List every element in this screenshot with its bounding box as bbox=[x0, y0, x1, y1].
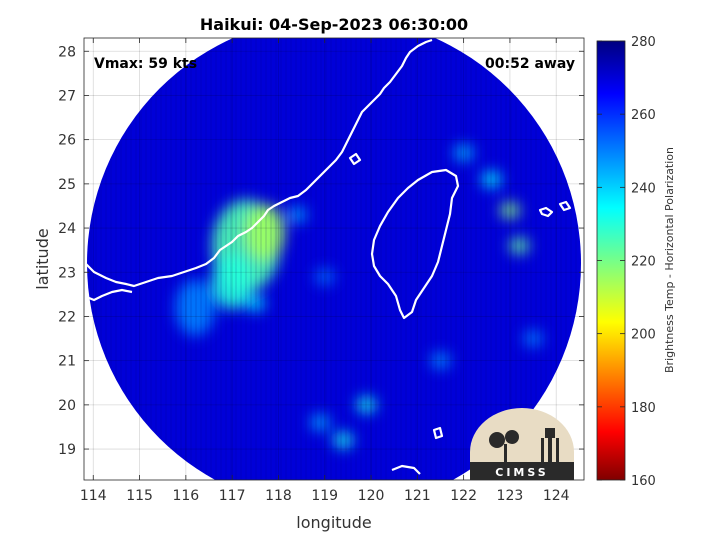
swath-texture bbox=[87, 38, 581, 480]
x-axis-ticks: 114 115 116 117 118 119 120 121 122 123 124 bbox=[80, 38, 570, 504]
y-tick-label: 28 bbox=[58, 44, 76, 60]
y-tick-label: 22 bbox=[58, 309, 76, 325]
colorbar-tick-label: 240 bbox=[631, 181, 656, 196]
y-tick-label: 25 bbox=[58, 177, 76, 193]
x-tick-label: 124 bbox=[543, 488, 570, 504]
islet-east bbox=[432, 426, 444, 440]
x-tick-label: 119 bbox=[311, 488, 338, 504]
y-tick-label: 23 bbox=[58, 265, 76, 281]
china-coastline bbox=[84, 38, 433, 288]
time-away-annotation: 00:52 away bbox=[485, 56, 575, 72]
ryukyu-islet-2 bbox=[558, 200, 572, 212]
coastlines bbox=[84, 38, 572, 475]
x-tick-label: 115 bbox=[126, 488, 153, 504]
colorbar-ticks: 160 180 200 220 240 260 280 bbox=[597, 35, 656, 489]
colorbar-tick-label: 260 bbox=[631, 108, 656, 123]
x-tick-label: 123 bbox=[497, 488, 524, 504]
colorbar-tick-label: 160 bbox=[631, 474, 656, 489]
y-tick-label: 27 bbox=[58, 88, 76, 104]
x-tick-label: 117 bbox=[219, 488, 246, 504]
china-coastline-sw bbox=[84, 288, 133, 302]
colorbar-tick-label: 180 bbox=[631, 401, 656, 416]
logo-text: CIMSS bbox=[495, 466, 548, 479]
colorbar-tick-label: 200 bbox=[631, 328, 656, 343]
luzon-coast bbox=[391, 464, 421, 475]
cimss-logo: CIMSS bbox=[470, 408, 574, 480]
vmax-annotation: Vmax: 59 kts bbox=[94, 56, 197, 72]
y-tick-label: 19 bbox=[58, 442, 76, 458]
data-layer bbox=[87, 38, 581, 480]
chart-title: Haikui: 04-Sep-2023 06:30:00 bbox=[200, 15, 468, 34]
taiwan-coastline bbox=[370, 168, 460, 320]
plot-frame bbox=[83, 37, 585, 481]
y-tick-label: 20 bbox=[58, 398, 76, 414]
ryukyu-islet bbox=[538, 206, 554, 218]
colorbar-tick-label: 220 bbox=[631, 255, 656, 270]
y-axis-label: latitude bbox=[33, 228, 52, 289]
colorbar-tick-label: 280 bbox=[631, 35, 656, 50]
x-tick-label: 121 bbox=[404, 488, 431, 504]
y-axis-ticks: 19 20 21 22 23 24 25 26 27 28 bbox=[58, 44, 584, 458]
x-tick-label: 116 bbox=[172, 488, 199, 504]
x-tick-label: 118 bbox=[265, 488, 292, 504]
y-tick-label: 21 bbox=[58, 354, 76, 370]
x-tick-label: 122 bbox=[450, 488, 477, 504]
y-tick-label: 26 bbox=[58, 133, 76, 149]
colorbar-label: Brightness Temp - Horizontal Polarizatio… bbox=[663, 147, 676, 373]
x-tick-label: 120 bbox=[358, 488, 385, 504]
x-tick-label: 114 bbox=[80, 488, 107, 504]
x-axis-label: longitude bbox=[296, 513, 371, 532]
y-tick-label: 24 bbox=[58, 221, 76, 237]
islet-penghu bbox=[348, 152, 362, 166]
